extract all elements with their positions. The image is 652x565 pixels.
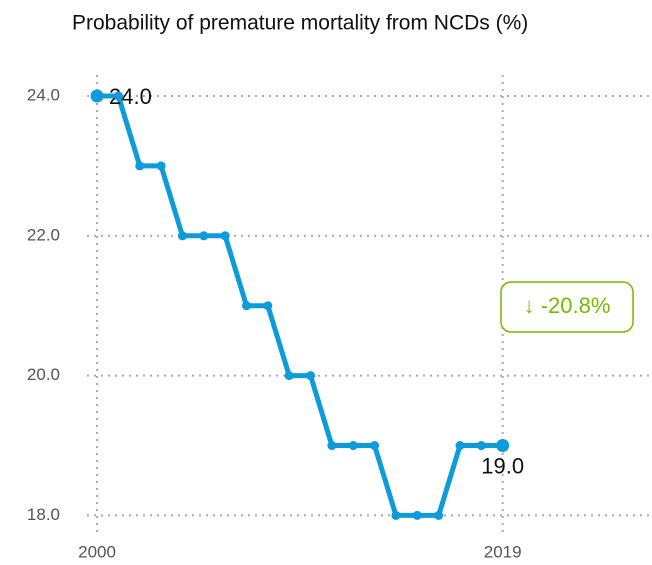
x-tick-label: 2019 [484,542,522,561]
point [284,371,294,381]
point [455,441,465,451]
line [97,93,503,518]
point [370,441,380,451]
point [135,161,145,171]
point [496,439,510,453]
y-tick-label: 20.0 [27,365,60,384]
point [177,231,187,241]
point [156,161,166,171]
y-tick-label: 24.0 [27,85,60,104]
annotation-box [500,281,634,333]
chart-title: Probability of premature mortality from … [72,12,528,35]
point [199,231,209,241]
point [263,301,273,311]
point [90,89,104,103]
y-tick-label: 22.0 [27,225,60,244]
x-tick-label: 2000 [78,542,116,561]
point [391,510,401,520]
point [412,510,422,520]
point [241,301,251,311]
data-label: 19.0 [481,453,524,478]
point [113,91,123,101]
annotation: ↓ -20.8% [524,293,611,318]
point [220,231,230,241]
point [348,441,358,451]
y-tick-label: 18.0 [27,505,60,524]
point [434,510,444,520]
point [327,441,337,451]
point [306,371,316,381]
point [476,441,486,451]
